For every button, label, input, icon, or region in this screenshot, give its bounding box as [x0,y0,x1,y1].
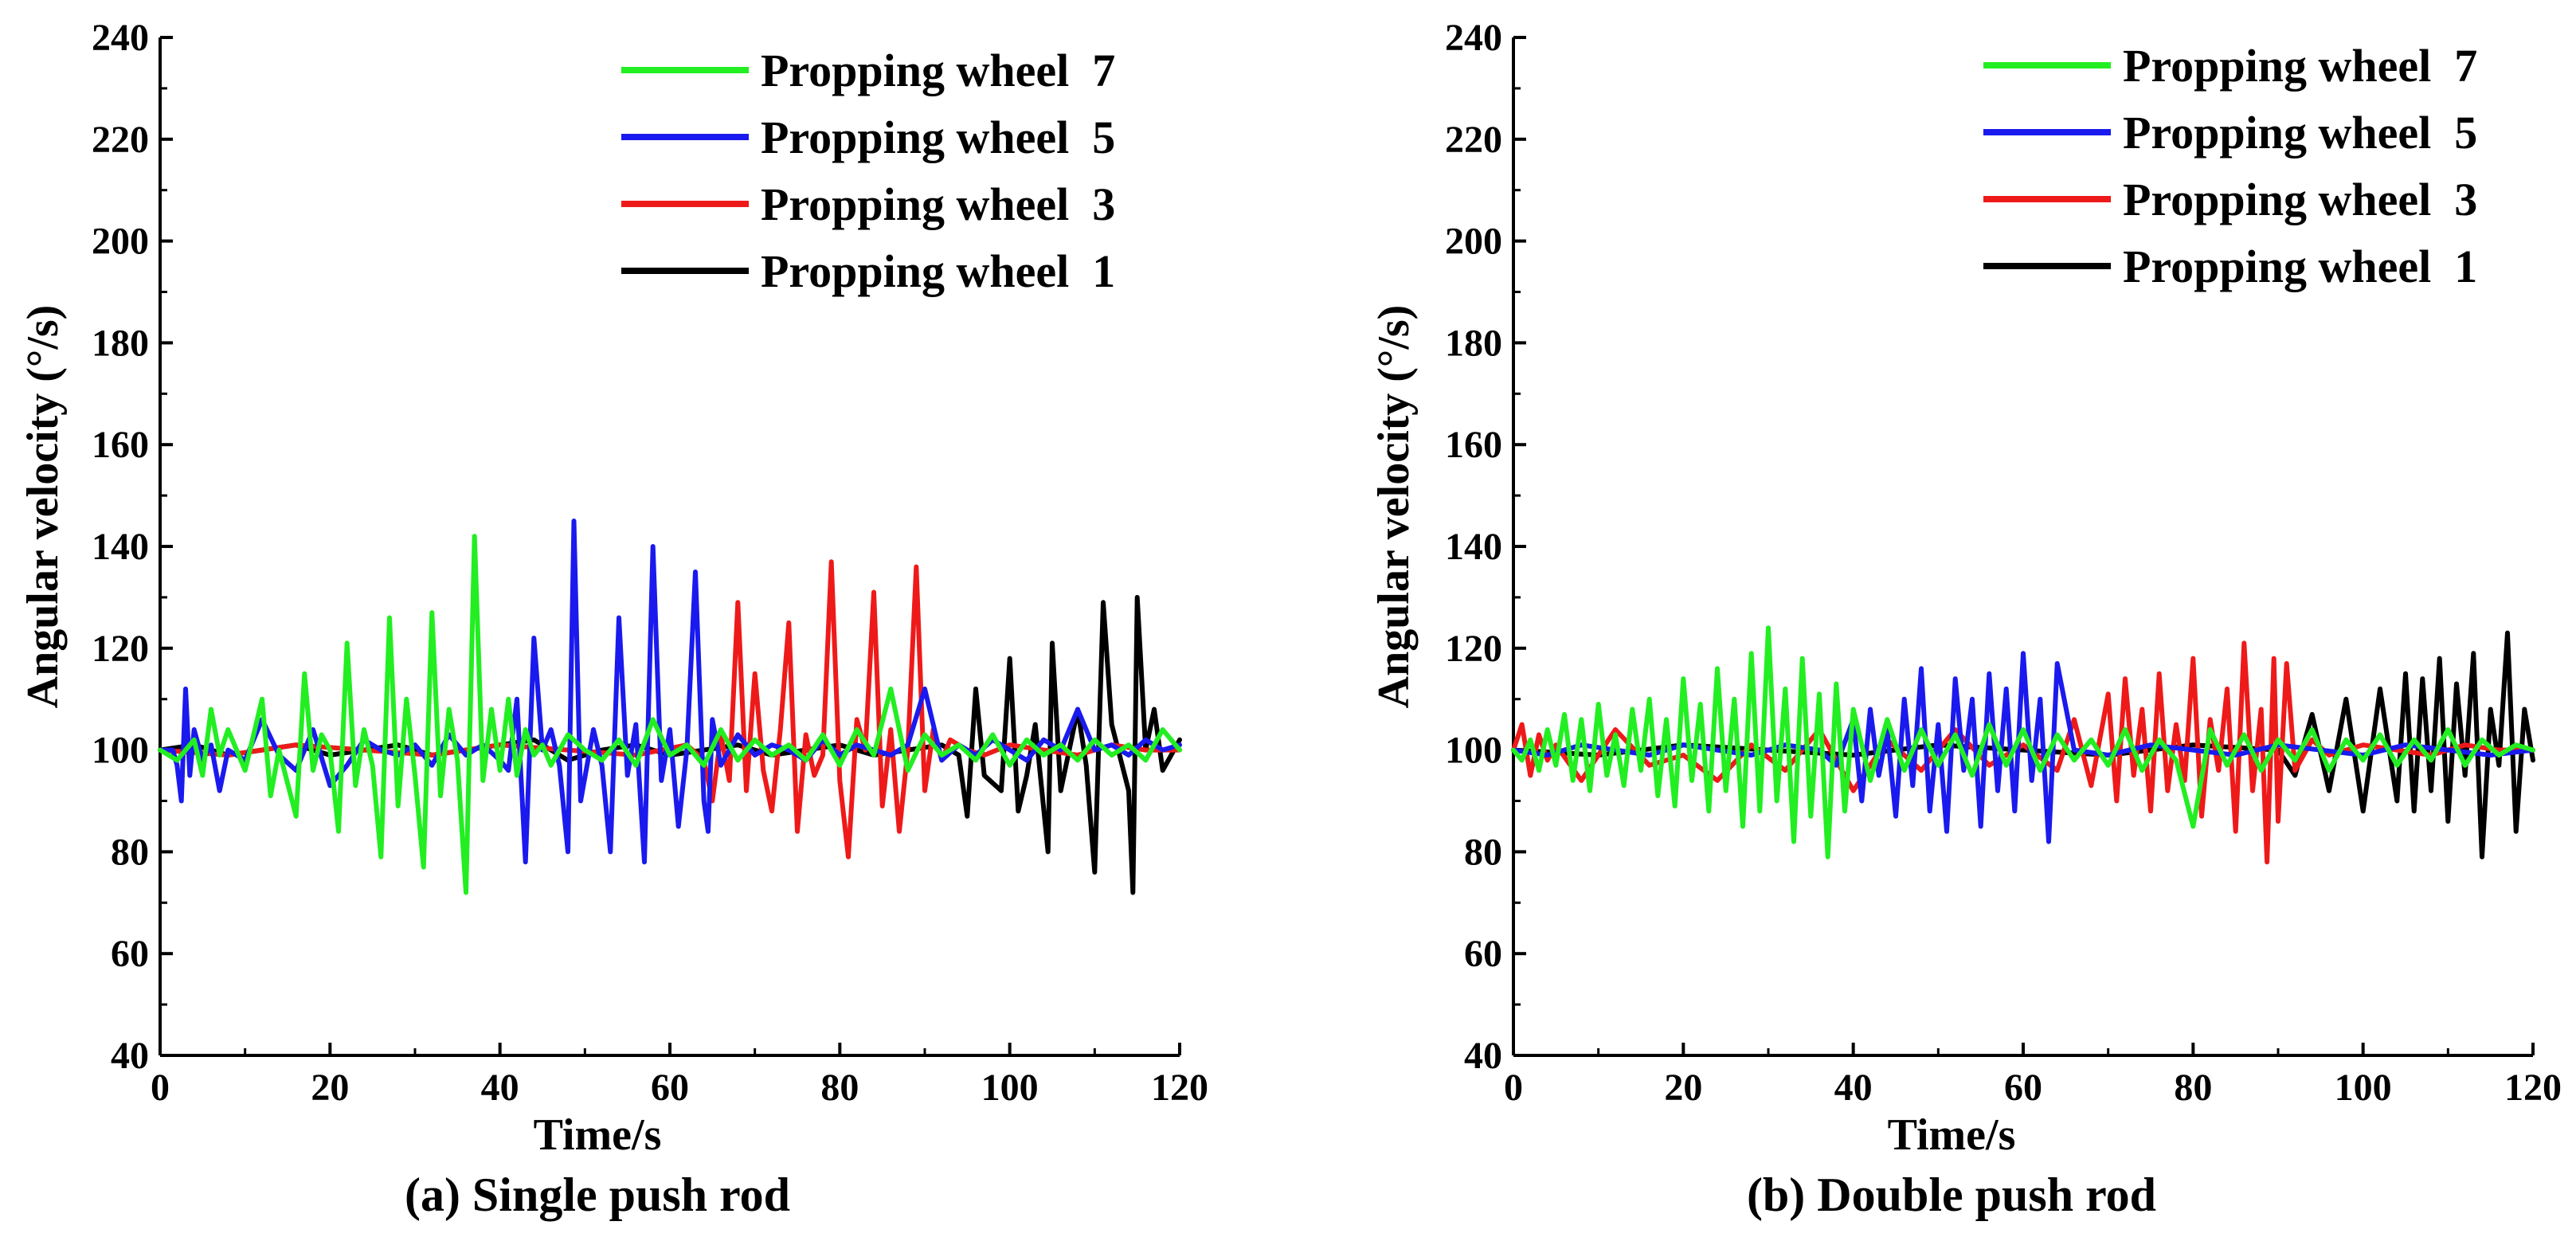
y-tick-label: 200 [92,221,149,263]
legend-label-wheel-1: Propping wheel 1 [761,245,1115,297]
y-tick-label: 220 [1445,119,1502,161]
series-line-propping-wheel-7 [158,534,1182,895]
y-tick-label: 180 [1445,322,1502,364]
x-tick-label: 80 [2174,1067,2212,1109]
x-tick-label: 60 [2004,1067,2042,1109]
legend-label-wheel-5: Propping wheel 5 [2123,107,2477,159]
y-tick-label: 100 [92,730,149,772]
y-tick-label: 80 [111,831,149,873]
y-axis-title: Angular velocity (°/s) [1369,305,1419,709]
x-tick-label: 40 [1834,1067,1873,1109]
legend-label-wheel-5: Propping wheel 5 [761,112,1115,163]
y-tick-label: 180 [92,322,149,364]
y-tick-label: 120 [1445,628,1502,670]
y-ticks: 40 60 80 100 120 140 160 180 200 220 240 [92,17,173,1077]
y-tick-label: 60 [111,933,149,975]
y-tick-label: 200 [1445,221,1502,263]
legend-label-wheel-1: Propping wheel 1 [2123,241,2477,292]
x-tick-label: 100 [981,1067,1039,1109]
x-tick-label: 120 [1151,1067,1208,1109]
x-ticks: 0 20 40 60 80 100 120 [151,1043,1208,1109]
y-axis-title: Angular velocity (°/s) [18,305,68,709]
series-group [1511,625,2535,865]
x-axis-title: Time/s [534,1110,662,1160]
legend-label-wheel-3: Propping wheel 3 [761,178,1115,230]
x-tick-label: 60 [651,1067,689,1109]
legend: Propping wheel 7 Propping wheel 5 Proppi… [1983,40,2477,292]
y-tick-label: 80 [1464,831,1502,873]
x-tick-label: 0 [1504,1067,1523,1109]
x-tick-label: 80 [820,1067,859,1109]
x-tick-label: 40 [481,1067,519,1109]
x-ticks: 0 20 40 60 80 100 120 [1504,1043,2562,1109]
y-tick-label: 40 [1464,1035,1502,1077]
x-tick-label: 120 [2504,1067,2562,1109]
y-tick-label: 240 [1445,17,1502,59]
y-tick-label: 40 [111,1035,149,1077]
panel-caption: (a) Single push rod [405,1169,790,1221]
series-line-propping-wheel-7 [1511,625,2535,859]
x-axis-title: Time/s [1888,1110,2016,1160]
legend: Propping wheel 7 Propping wheel 5 Proppi… [621,45,1115,297]
y-tick-label: 140 [1445,526,1502,568]
series-line-propping-wheel-5 [158,519,1182,865]
series-line-propping-wheel-3 [158,559,1182,859]
y-tick-label: 100 [1445,730,1502,772]
y-tick-label: 220 [92,119,149,161]
y-tick-label: 120 [92,628,149,670]
panel-a: 0 20 40 60 80 100 120 40 60 80 100 120 140 160 180 200… [18,17,1208,1221]
y-tick-label: 240 [92,17,149,59]
y-ticks: 40 60 80 100 120 140 160 180 200 220 240 [1445,17,1526,1077]
x-tick-label: 20 [311,1067,349,1109]
x-tick-label: 0 [151,1067,170,1109]
panel-b: 0 20 40 60 80 100 120 40 60 80 100 120 140 160 180 200… [1369,17,2562,1221]
legend-label-wheel-7: Propping wheel 7 [761,45,1115,96]
x-tick-label: 100 [2335,1067,2392,1109]
y-tick-label: 160 [92,424,149,466]
x-tick-label: 20 [1664,1067,1702,1109]
series-group [158,519,1182,895]
y-tick-label: 160 [1445,424,1502,466]
legend-label-wheel-3: Propping wheel 3 [2123,174,2477,225]
panel-caption: (b) Double push rod [1747,1169,2156,1221]
y-tick-label: 60 [1464,933,1502,975]
y-tick-label: 140 [92,526,149,568]
legend-label-wheel-7: Propping wheel 7 [2123,40,2477,92]
series-line-propping-wheel-3 [1511,640,2535,865]
